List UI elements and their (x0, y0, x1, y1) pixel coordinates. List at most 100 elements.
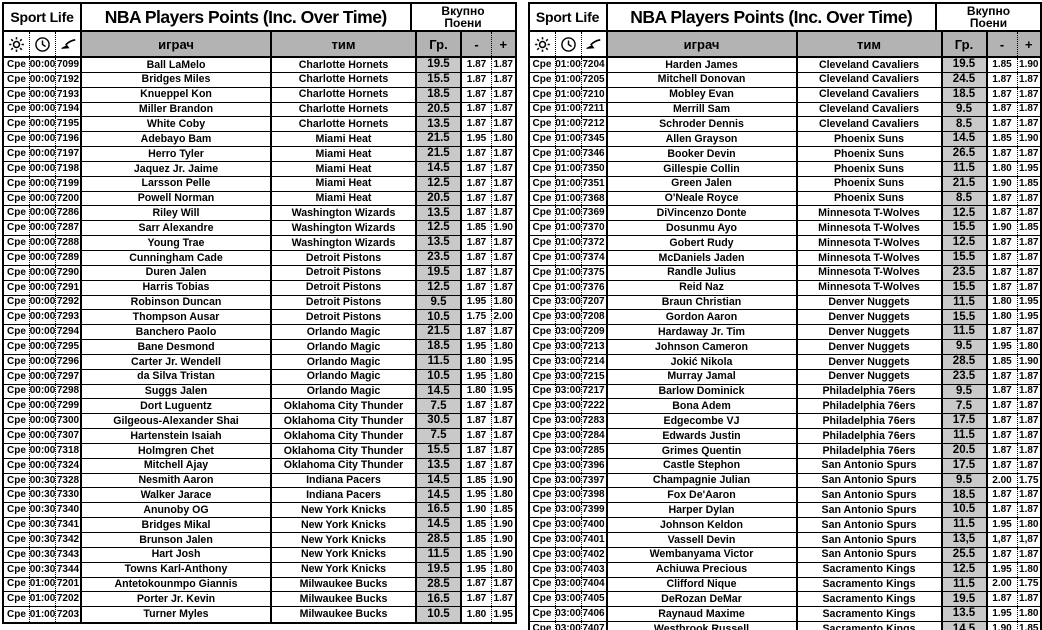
row-cell-minus[interactable]: 1.87 (988, 72, 1018, 87)
row-cell-plus[interactable]: 1.87 (493, 593, 513, 605)
row-cell-minus[interactable]: 1.90 (462, 503, 492, 518)
row-cell-minus[interactable]: 1.85 (462, 221, 492, 236)
row-cell-minus[interactable]: 1.90 (988, 221, 1018, 236)
row-cell-minus[interactable]: 1.87 (462, 280, 492, 295)
table-row[interactable]: Cpe 03:00 7407 Westbrook Russell Sacramento … (529, 622, 1040, 630)
table-row[interactable]: Cpe 01:00 7211 Merrill Sam Cleveland Cavalie… (529, 102, 1040, 118)
col-header-gr[interactable]: Гр. (942, 32, 988, 56)
row-cell-plus[interactable]: 1.87 (1019, 400, 1039, 412)
row-cell-minus[interactable]: 1.85 (462, 473, 492, 488)
row-cell-plus[interactable]: 1.80 (493, 370, 513, 382)
col-header-gr[interactable]: Гр. (417, 32, 462, 56)
table-row[interactable]: Cpe 01:00 7372 Gobert Rudy Minnesota T-Wolve… (529, 236, 1040, 251)
table-row[interactable]: Cpe 01:00 7370 Dosunmu Ayo Minnesota T-Wolve… (529, 221, 1040, 237)
row-cell-plus[interactable]: 1.87 (1019, 593, 1039, 605)
row-cell-plus[interactable]: 1.75 (1019, 474, 1039, 486)
row-cell-minus[interactable]: 1.85 (988, 354, 1018, 369)
table-row[interactable]: Cpe 03:00 7222 Bona Adem Philadelphia 76ers 7… (529, 399, 1040, 415)
row-cell-minus[interactable]: 1.80 (462, 607, 492, 623)
table-row[interactable]: Cpe 00:00 7293 Thompson Ausar Detroit Piston… (4, 310, 515, 326)
row-cell-plus[interactable]: 1.87 (493, 162, 513, 174)
row-cell-plus[interactable]: 1.95 (1019, 296, 1039, 308)
row-cell-plus[interactable]: 1.87 (493, 147, 513, 159)
table-row[interactable]: Cpe 03:00 7209 Hardaway Jr. Tim Denver Nugge… (529, 325, 1040, 341)
row-cell-plus[interactable]: 1.87 (493, 118, 513, 130)
row-cell-minus[interactable]: 1.87 (462, 399, 492, 414)
table-row[interactable]: Cpe 03:00 7398 Fox De'Aaron San Antonio Spur… (529, 488, 1040, 504)
row-cell-minus[interactable]: 1.80 (988, 310, 1018, 325)
row-cell-plus[interactable]: 1.95 (1019, 311, 1039, 323)
table-row[interactable]: Cpe 00:00 7299 Dort Luguentz Oklahoma City T… (4, 399, 515, 415)
row-cell-plus[interactable]: 1.87 (493, 400, 513, 412)
row-cell-minus[interactable]: 1.87 (988, 191, 1018, 206)
row-cell-plus[interactable]: 1.87 (493, 578, 513, 590)
col-header-player[interactable]: играч (607, 32, 798, 56)
row-cell-plus[interactable]: 1.87 (1019, 430, 1039, 442)
col-header-team[interactable]: тим (797, 32, 943, 56)
table-row[interactable]: Cpe 00:30 7343 Hart Josh New York Knicks 11.5… (4, 547, 515, 563)
row-cell-minus[interactable]: 1.85 (462, 518, 492, 532)
row-cell-minus[interactable]: 1.95 (988, 340, 1018, 354)
table-row[interactable]: Cpe 01:00 7204 Harden James Cleveland Cavali… (529, 58, 1040, 73)
pen-icon[interactable] (581, 32, 608, 56)
table-row[interactable]: Cpe 01:00 7203 Turner Myles Milwaukee Bucks 1… (4, 607, 515, 623)
row-cell-plus[interactable]: 1.80 (493, 133, 513, 145)
row-cell-minus[interactable]: 1.87 (462, 161, 492, 176)
row-cell-minus[interactable]: 1.87 (462, 206, 492, 221)
pen-icon[interactable] (56, 32, 82, 56)
row-cell-plus[interactable]: 1.90 (493, 548, 513, 560)
row-cell-plus[interactable]: 1.75 (1019, 578, 1039, 590)
row-cell-minus[interactable]: 1.87 (988, 443, 1018, 458)
table-row[interactable]: Cpe 03:00 7214 Jokić Nikola Denver Nuggets 28… (529, 354, 1040, 370)
row-cell-minus[interactable]: 1.87 (462, 102, 492, 117)
table-row[interactable]: Cpe 00:00 7318 Holmgren Chet Oklahoma City T… (4, 443, 515, 459)
row-cell-minus[interactable]: 1.87 (988, 503, 1018, 518)
row-cell-minus[interactable]: 2.00 (988, 473, 1018, 488)
row-cell-plus[interactable]: 1.87 (493, 58, 513, 70)
row-cell-minus[interactable]: 1.80 (988, 295, 1018, 310)
table-row[interactable]: Cpe 01:00 7205 Mitchell Donovan Cleveland Ca… (529, 72, 1040, 88)
gear-icon[interactable] (4, 32, 30, 56)
row-cell-plus[interactable]: 1.85 (1019, 623, 1039, 630)
row-cell-plus[interactable]: 1.87 (493, 415, 513, 427)
table-row[interactable]: Cpe 03:00 7217 Barlow Dominick Philadelphia … (529, 384, 1040, 400)
table-row[interactable]: Cpe 00:00 7290 Duren Jalen Detroit Pistons 19… (4, 265, 515, 281)
row-cell-plus[interactable]: 1.87 (1019, 444, 1039, 456)
table-row[interactable]: Cpe 00:30 7340 Anunoby OG New York Knicks 16.… (4, 503, 515, 519)
table-row[interactable]: Cpe 00:30 7328 Nesmith Aaron Indiana Pacers 1… (4, 473, 515, 489)
table-row[interactable]: Cpe 03:00 7215 Murray Jamal Denver Nuggets 23… (529, 369, 1040, 385)
row-cell-minus[interactable]: 1.87 (988, 384, 1018, 399)
row-cell-plus[interactable]: 1.87 (1019, 88, 1039, 100)
clock-icon[interactable] (30, 32, 56, 56)
col-header-minus[interactable]: - (462, 32, 492, 56)
row-cell-plus[interactable]: 1.87 (1019, 118, 1039, 130)
row-cell-plus[interactable]: 1.87 (493, 459, 513, 471)
table-row[interactable]: Cpe 03:00 7400 Johnson Keldon San Antonio Sp… (529, 518, 1040, 533)
col-header-minus[interactable]: - (987, 32, 1018, 56)
table-row[interactable]: Cpe 00:00 7196 Adebayo Bam Miami Heat 21.5 1.9… (4, 132, 515, 148)
row-cell-minus[interactable]: 1.95 (988, 562, 1018, 577)
row-cell-plus[interactable]: 1.87 (493, 207, 513, 219)
row-cell-plus[interactable]: 1.90 (493, 222, 513, 234)
table-row[interactable]: Cpe 00:00 7286 Riley Will Washington Wizards… (4, 206, 515, 222)
row-cell-plus[interactable]: 1.87 (493, 177, 513, 189)
row-cell-minus[interactable]: 1.87 (462, 265, 492, 280)
table-row[interactable]: Cpe 01:00 7374 McDaniels Jaden Minnesota T-W… (529, 250, 1040, 266)
table-row[interactable]: Cpe 01:00 7350 Gillespie Collin Phoenix Suns… (529, 161, 1040, 177)
clock-icon[interactable] (555, 32, 582, 56)
row-cell-plus[interactable]: 1.87 (493, 430, 513, 442)
table-row[interactable]: Cpe 00:00 7292 Robinson Duncan Detroit Pisto… (4, 295, 515, 311)
table-row[interactable]: Cpe 00:00 7296 Carter Jr. Wendell Orlando Ma… (4, 354, 515, 370)
row-cell-minus[interactable]: 1.95 (462, 132, 492, 147)
row-cell-plus[interactable]: 1.90 (493, 533, 513, 545)
row-cell-minus[interactable]: 1.87 (462, 176, 492, 191)
row-cell-plus[interactable]: 1,87 (1019, 533, 1039, 545)
row-cell-plus[interactable]: 1.87 (1019, 207, 1039, 219)
row-cell-minus[interactable]: 1.95 (462, 295, 492, 310)
row-cell-plus[interactable]: 1.80 (493, 296, 513, 308)
table-row[interactable]: Cpe 00:00 7324 Mitchell Ajay Oklahoma City T… (4, 458, 515, 474)
table-row[interactable]: Cpe 03:00 7284 Edwards Justin Philadelphia 7… (529, 429, 1040, 444)
row-cell-minus[interactable]: 1.95 (462, 340, 492, 354)
row-cell-minus[interactable]: 1.85 (988, 58, 1018, 72)
row-cell-minus[interactable]: 1.87 (462, 191, 492, 206)
